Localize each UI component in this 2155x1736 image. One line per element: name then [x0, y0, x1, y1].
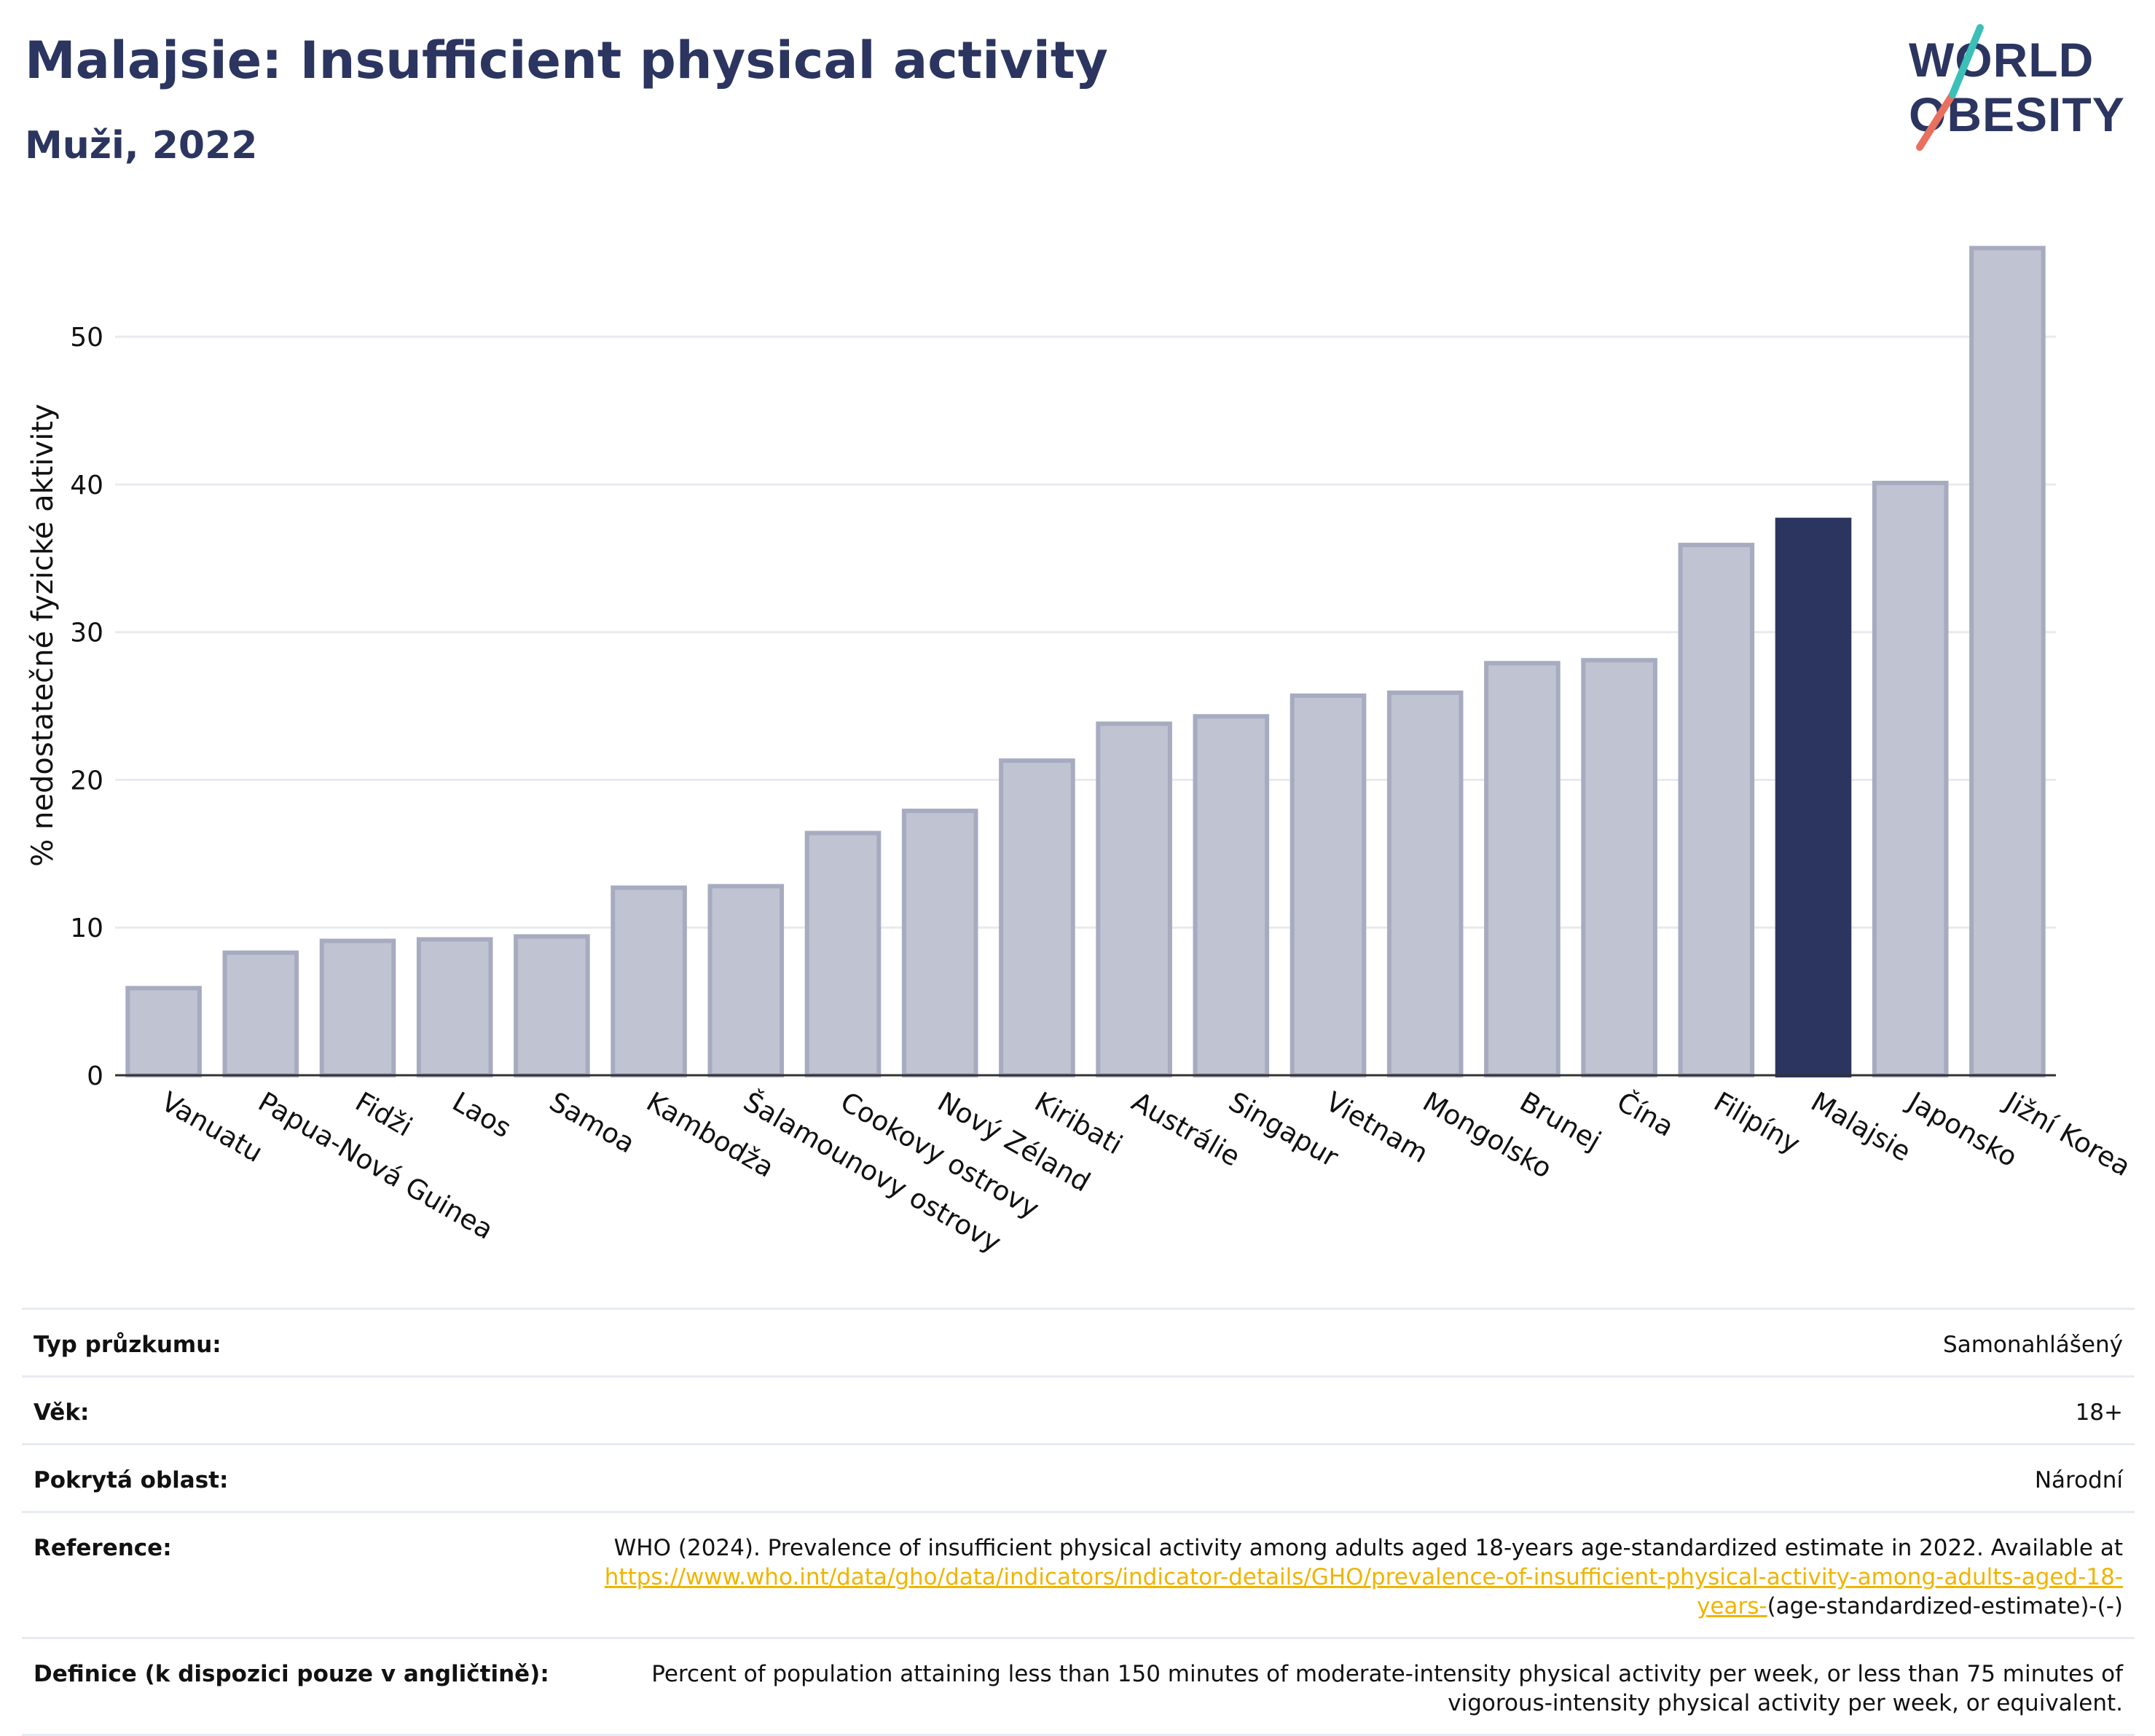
logo-line2: OBESITY	[1909, 87, 2125, 141]
bar-17	[1775, 517, 1852, 1077]
y-tick-label: 10	[70, 914, 103, 943]
page-subtitle: Muži, 2022	[25, 124, 258, 168]
y-tick-label: 50	[70, 323, 103, 353]
logo-line1: WORLD	[1909, 33, 2094, 87]
y-tick-label: 30	[70, 618, 103, 648]
bar-5	[611, 885, 687, 1078]
bar-2	[319, 938, 396, 1077]
age-label: Věk:	[34, 1399, 90, 1426]
x-tick-label: Laos	[447, 1086, 517, 1144]
definition-label: Definice (k dispozici pouze v angličtině…	[34, 1661, 549, 1687]
x-tick-label: Čína	[1612, 1085, 1679, 1143]
bar-4	[514, 934, 590, 1077]
bar-16	[1678, 543, 1755, 1077]
logo-slash-teal	[1949, 24, 1984, 98]
bar-13	[1386, 690, 1464, 1077]
bar-3	[416, 937, 493, 1077]
x-tick-label: Japonsko	[1901, 1085, 2022, 1174]
bar-18	[1872, 480, 1949, 1077]
reference-text: WHO (2024). Prevalence of insufficient p…	[613, 1535, 2123, 1561]
x-tick-label: Austrálie	[1126, 1086, 1245, 1173]
bar-7	[804, 830, 882, 1077]
meta-row-definition: Definice (k dispozici pouze v angličtině…	[22, 1639, 2135, 1736]
metadata-table: Typ průzkumu: Samonahlášený Věk: 18+ Pok…	[22, 1308, 2135, 1736]
x-tick-label: Singapur	[1223, 1086, 1344, 1174]
coverage-value: Národní	[2034, 1467, 2123, 1493]
survey-type-value: Samonahlášený	[1943, 1332, 2123, 1358]
y-tick-label: 20	[70, 766, 103, 796]
reference-suffix: (age-standardized-estimate)-(-)	[1767, 1593, 2123, 1619]
coverage-label: Pokrytá oblast:	[34, 1467, 229, 1493]
bar-1	[222, 950, 299, 1077]
x-tick-label: Malajsie	[1806, 1086, 1917, 1168]
bar-9	[999, 758, 1075, 1077]
x-tick-label: Fidži	[350, 1086, 418, 1143]
bar-15	[1581, 658, 1657, 1077]
bar-8	[901, 809, 978, 1077]
world-obesity-logo: WORLD OBESITY	[1909, 24, 2125, 151]
x-tick-label: Jižní Korea	[1998, 1085, 2136, 1183]
meta-row-survey-type: Typ průzkumu: Samonahlášený	[22, 1310, 2135, 1378]
bar-0	[125, 986, 202, 1078]
x-tick-label: Samoa	[544, 1086, 640, 1160]
bar-12	[1290, 693, 1367, 1077]
meta-row-reference: Reference: WHO (2024). Prevalence of ins…	[22, 1513, 2135, 1639]
meta-row-coverage: Pokrytá oblast: Národní	[22, 1445, 2135, 1513]
bar-11	[1193, 714, 1270, 1078]
definition-value: Percent of population attaining less tha…	[651, 1661, 2123, 1716]
reference-label: Reference:	[34, 1535, 172, 1561]
x-tick-label: Vanuatu	[156, 1086, 268, 1169]
y-tick-label: 0	[87, 1061, 103, 1091]
grid-lines	[115, 335, 2056, 929]
bars	[125, 246, 2046, 1078]
survey-type-label: Typ průzkumu:	[34, 1332, 221, 1358]
y-tick-label: 40	[70, 471, 103, 500]
bar-6	[707, 884, 785, 1078]
page-title: Malajsie: Insufficient physical activity	[25, 31, 1108, 90]
reference-value: WHO (2024). Prevalence of insufficient p…	[593, 1533, 2123, 1621]
y-axis-label: % nedostatečné fyzické aktivity	[26, 404, 60, 866]
bar-10	[1096, 721, 1172, 1078]
reference-link[interactable]: https://www.who.int/data/gho/data/indica…	[604, 1564, 2123, 1619]
x-tick-label: Filipíny	[1708, 1086, 1805, 1160]
bar-14	[1484, 661, 1561, 1077]
bar-19	[1969, 246, 2046, 1077]
meta-row-age: Věk: 18+	[22, 1378, 2135, 1445]
age-value: 18+	[2075, 1399, 2123, 1426]
y-tick-labels: 0 10 20 30 40 50	[70, 323, 103, 1091]
logo-slash-red	[1916, 91, 1956, 151]
